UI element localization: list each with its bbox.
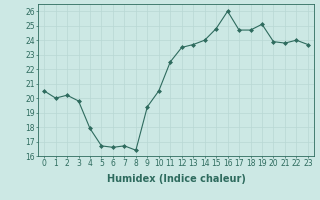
X-axis label: Humidex (Indice chaleur): Humidex (Indice chaleur) [107, 174, 245, 184]
